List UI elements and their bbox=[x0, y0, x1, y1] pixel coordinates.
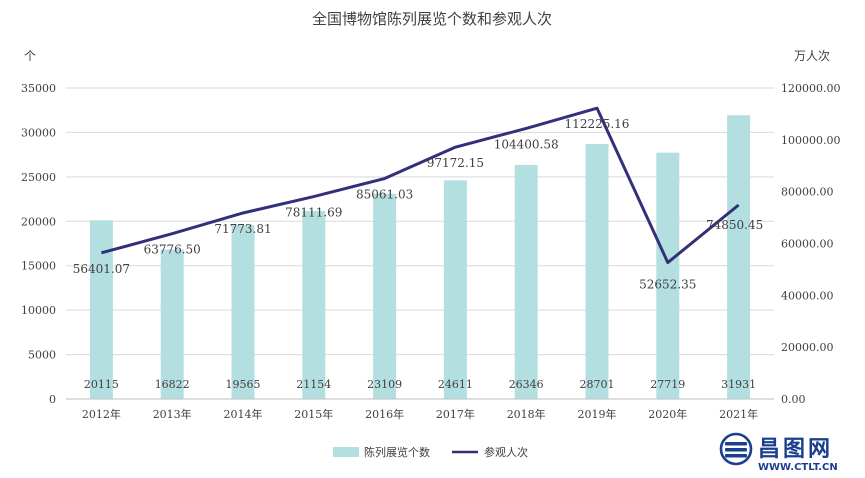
line-data-label: 112225.16 bbox=[565, 117, 630, 131]
line-path bbox=[101, 108, 738, 262]
x-tick-label: 2020年 bbox=[648, 407, 687, 421]
line-data-label: 97172.15 bbox=[427, 156, 484, 170]
right-tick-label: 0.00 bbox=[781, 393, 806, 406]
right-tick-label: 120000.00 bbox=[781, 82, 841, 95]
bar bbox=[656, 153, 679, 399]
line-data-label: 85061.03 bbox=[356, 188, 413, 202]
left-tick-label: 35000 bbox=[21, 82, 56, 95]
bar-data-label: 21154 bbox=[296, 378, 331, 391]
bar bbox=[444, 180, 467, 399]
bar-data-label: 27719 bbox=[650, 378, 685, 391]
logo-graphic: 昌图网 WWW.CTLT.CN bbox=[718, 430, 860, 474]
right-axis-unit: 万人次 bbox=[794, 49, 830, 63]
bar bbox=[161, 250, 184, 399]
left-tick-label: 20000 bbox=[21, 215, 56, 228]
bar bbox=[515, 165, 538, 399]
line-data-label: 63776.50 bbox=[144, 243, 201, 257]
left-tick-label: 5000 bbox=[28, 349, 56, 362]
logo: 昌图网 WWW.CTLT.CN bbox=[718, 430, 860, 474]
left-tick-label: 25000 bbox=[21, 171, 56, 184]
x-tick-label: 2017年 bbox=[436, 407, 475, 421]
line-data-label: 78111.69 bbox=[285, 206, 342, 220]
x-tick-label: 2013年 bbox=[153, 407, 192, 421]
line-series bbox=[101, 108, 738, 263]
bar-series bbox=[90, 115, 750, 399]
bar bbox=[302, 211, 325, 399]
right-tick-label: 100000.00 bbox=[781, 134, 841, 147]
bar-data-label: 16822 bbox=[155, 378, 190, 391]
x-tick-label: 2018年 bbox=[507, 407, 546, 421]
line-data-label: 104400.58 bbox=[494, 137, 559, 151]
left-tick-label: 15000 bbox=[21, 260, 56, 273]
legend-line-label: 参观人次 bbox=[484, 445, 528, 459]
logo-url: WWW.CTLT.CN bbox=[758, 462, 838, 473]
legend-bar-swatch bbox=[333, 447, 359, 457]
right-tick-label: 60000.00 bbox=[781, 238, 834, 251]
x-tick-label: 2021年 bbox=[719, 407, 758, 421]
line-data-label: 52652.35 bbox=[639, 278, 696, 292]
right-tick-label: 80000.00 bbox=[781, 186, 834, 199]
x-tick-label: 2014年 bbox=[224, 407, 263, 421]
right-tick-label: 40000.00 bbox=[781, 289, 834, 302]
x-tick-label: 2016年 bbox=[365, 407, 404, 421]
line-data-label: 71773.81 bbox=[214, 222, 271, 236]
bar bbox=[727, 115, 750, 399]
bar-data-label: 24611 bbox=[438, 378, 473, 391]
line-data-label: 56401.07 bbox=[73, 262, 130, 276]
left-axis-unit: 个 bbox=[24, 49, 36, 63]
bar-data-label: 19565 bbox=[226, 378, 261, 391]
line-data-label: 74850.45 bbox=[706, 218, 763, 232]
legend-bar-label: 陈列展览个数 bbox=[364, 445, 430, 459]
bar-data-label: 23109 bbox=[367, 378, 402, 391]
right-tick-label: 20000.00 bbox=[781, 341, 834, 354]
x-tick-label: 2015年 bbox=[294, 407, 333, 421]
bar bbox=[373, 194, 396, 399]
bar bbox=[586, 144, 609, 399]
logo-name: 昌图网 bbox=[758, 437, 833, 462]
bar-data-label: 26346 bbox=[509, 378, 544, 391]
x-tick-label: 2019年 bbox=[578, 407, 617, 421]
legend: 陈列展览个数 参观人次 bbox=[333, 445, 528, 459]
x-tick-label: 2012年 bbox=[82, 407, 121, 421]
bar-data-label: 28701 bbox=[580, 378, 615, 391]
bar bbox=[232, 225, 255, 399]
bar-data-label: 20115 bbox=[84, 378, 119, 391]
bar bbox=[90, 220, 113, 399]
left-tick-label: 30000 bbox=[21, 126, 56, 139]
left-tick-label: 10000 bbox=[21, 304, 56, 317]
left-tick-label: 0 bbox=[49, 393, 56, 406]
chart-title: 全国博物馆陈列展览个数和参观人次 bbox=[312, 10, 552, 28]
bar-data-label: 31931 bbox=[721, 378, 756, 391]
